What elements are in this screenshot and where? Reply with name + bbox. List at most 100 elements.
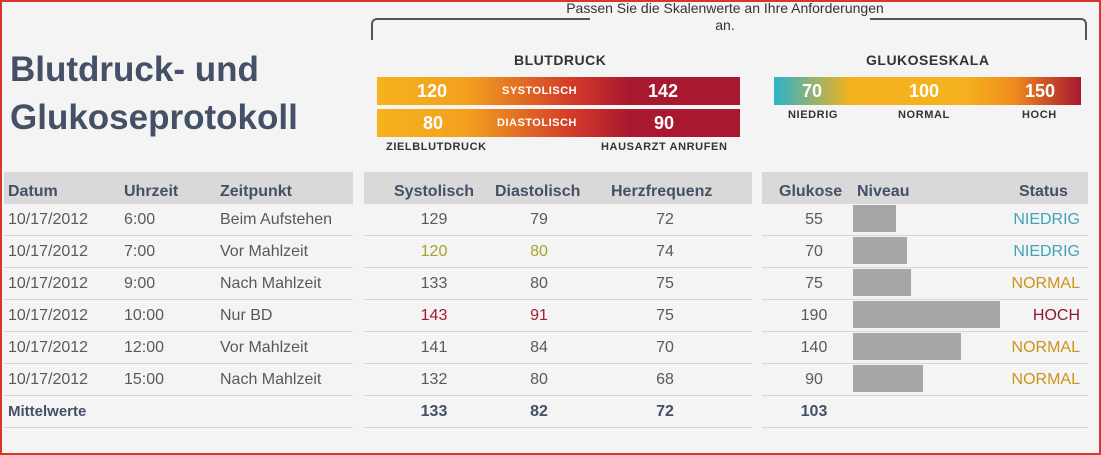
averages-label: Mittelwerte: [8, 403, 87, 420]
cell-datum[interactable]: 10/17/2012: [8, 307, 89, 324]
glucose-level-bar: [853, 301, 1000, 328]
cell-glukose[interactable]: 90: [805, 371, 823, 388]
row-divider: [4, 235, 353, 236]
diastolic-high-value[interactable]: 90: [654, 113, 675, 133]
cell-zeitpunkt[interactable]: Vor Mahlzeit: [220, 243, 309, 260]
cell-diastolisch[interactable]: 80: [530, 371, 548, 388]
systolic-scale-bar: 120 SYSTOLISCH 142: [377, 77, 740, 105]
cell-datum[interactable]: 10/17/2012: [8, 211, 89, 228]
cell-diastolisch[interactable]: 91: [530, 307, 548, 324]
cell-datum[interactable]: 10/17/2012: [8, 339, 89, 356]
cell-systolisch[interactable]: 129: [420, 211, 448, 228]
glucose-low-caption: NIEDRIG: [788, 109, 839, 121]
cell-herzfrequenz[interactable]: 75: [656, 275, 674, 292]
glucose-high-value[interactable]: 150: [1025, 81, 1056, 101]
diastolic-low-value[interactable]: 80: [423, 113, 444, 133]
cell-zeitpunkt[interactable]: Vor Mahlzeit: [220, 339, 309, 356]
row-divider: [4, 363, 353, 364]
cell-diastolisch[interactable]: 80: [530, 275, 548, 292]
page-title: Blutdruck- und Glukoseprotokoll: [10, 50, 298, 137]
glucose-level-bar: [853, 333, 961, 360]
glucose-high-caption: HOCH: [1022, 109, 1057, 121]
cell-diastolisch[interactable]: 79: [530, 211, 548, 228]
glucose-normal-value[interactable]: 100: [909, 81, 940, 101]
cell-herzfrequenz[interactable]: 70: [656, 339, 674, 356]
row-divider: [762, 299, 1088, 300]
cell-glukose[interactable]: 55: [805, 211, 823, 228]
cell-systolisch[interactable]: 120: [420, 243, 448, 260]
cell-status[interactable]: NIEDRIG: [1013, 243, 1080, 260]
row-divider: [762, 395, 1088, 396]
row-divider: [364, 331, 752, 332]
cell-zeitpunkt[interactable]: Nur BD: [220, 307, 273, 324]
row-divider: [4, 267, 353, 268]
scale-note: Passen Sie die Skalenwerte an Ihre Anfor…: [566, 0, 884, 33]
cell-glukose[interactable]: 75: [805, 275, 823, 292]
cell-uhrzeit[interactable]: 15:00: [124, 371, 165, 388]
cell-uhrzeit[interactable]: 9:00: [124, 275, 156, 292]
cell-zeitpunkt[interactable]: Beim Aufstehen: [220, 211, 333, 228]
cell-systolisch[interactable]: 143: [420, 307, 448, 324]
systolic-scale-label: SYSTOLISCH: [502, 85, 578, 97]
cell-uhrzeit[interactable]: 7:00: [124, 243, 156, 260]
cell-uhrzeit[interactable]: 6:00: [124, 211, 156, 228]
header-diastolisch: Diastolisch: [495, 183, 581, 200]
cell-datum[interactable]: 10/17/2012: [8, 243, 89, 260]
cell-status[interactable]: NORMAL: [1011, 371, 1080, 388]
row-divider: [364, 427, 752, 428]
cell-herzfrequenz[interactable]: 74: [656, 243, 674, 260]
glucose-level-bar: [853, 237, 907, 264]
row-divider: [364, 299, 752, 300]
row-divider: [4, 331, 353, 332]
row-divider: [364, 235, 752, 236]
cell-systolisch[interactable]: 132: [420, 371, 448, 388]
cell-status[interactable]: HOCH: [1032, 307, 1080, 324]
cell-diastolisch[interactable]: 80: [530, 243, 548, 260]
row-divider: [4, 395, 353, 396]
header-datum: Datum: [8, 183, 58, 200]
glucose-normal-caption: NORMAL: [898, 109, 950, 121]
diastolic-scale-label: DIASTOLISCH: [497, 117, 577, 129]
cell-glukose[interactable]: 190: [800, 307, 828, 324]
cell-herzfrequenz[interactable]: 75: [656, 307, 674, 324]
bp-table-header: Systolisch Diastolisch Herzfrequenz: [364, 172, 752, 204]
cell-herzfrequenz[interactable]: 68: [656, 371, 674, 388]
cell-status[interactable]: NORMAL: [1011, 339, 1080, 356]
cell-status[interactable]: NIEDRIG: [1013, 211, 1080, 228]
cell-uhrzeit[interactable]: 12:00: [124, 339, 165, 356]
row-divider: [762, 331, 1088, 332]
cell-zeitpunkt[interactable]: Nach Mahlzeit: [220, 371, 322, 388]
cell-datum[interactable]: 10/17/2012: [8, 275, 89, 292]
row-divider: [762, 235, 1088, 236]
row-divider: [762, 267, 1088, 268]
glucose-level-bar: [853, 205, 896, 232]
call-doctor-caption: HAUSARZT ANRUFEN: [601, 141, 728, 153]
systolic-low-value[interactable]: 120: [417, 81, 448, 101]
cell-status[interactable]: NORMAL: [1011, 275, 1080, 292]
row-divider: [762, 363, 1088, 364]
cell-zeitpunkt[interactable]: Nach Mahlzeit: [220, 275, 322, 292]
systolic-high-value[interactable]: 142: [648, 81, 679, 101]
cell-uhrzeit[interactable]: 10:00: [124, 307, 165, 324]
cell-glukose[interactable]: 140: [800, 339, 828, 356]
cell-glukose[interactable]: 70: [805, 243, 823, 260]
glucose-table-header: Glukose Niveau Status: [762, 172, 1088, 204]
row-divider: [364, 267, 752, 268]
header-herzfrequenz: Herzfrequenz: [611, 183, 713, 200]
row-divider: [4, 299, 353, 300]
cell-systolisch[interactable]: 141: [420, 339, 448, 356]
target-bp-caption: ZIELBLUTDRUCK: [386, 141, 487, 153]
glucose-scale-label: GLUKOSESKALA: [866, 52, 990, 68]
cell-herzfrequenz[interactable]: 72: [656, 211, 674, 228]
cell-datum[interactable]: 10/17/2012: [8, 371, 89, 388]
diastolic-scale-bar: 80 DIASTOLISCH 90: [377, 109, 740, 137]
glucose-low-value[interactable]: 70: [802, 81, 823, 101]
header-glukose: Glukose: [779, 183, 843, 200]
cell-systolisch[interactable]: 133: [420, 275, 448, 292]
row-divider: [364, 395, 752, 396]
header-niveau: Niveau: [857, 183, 910, 200]
log-table-header: Datum Uhrzeit Zeitpunkt: [4, 172, 353, 204]
cell-diastolisch[interactable]: 84: [530, 339, 548, 356]
glucose-level-bar: [853, 269, 911, 296]
